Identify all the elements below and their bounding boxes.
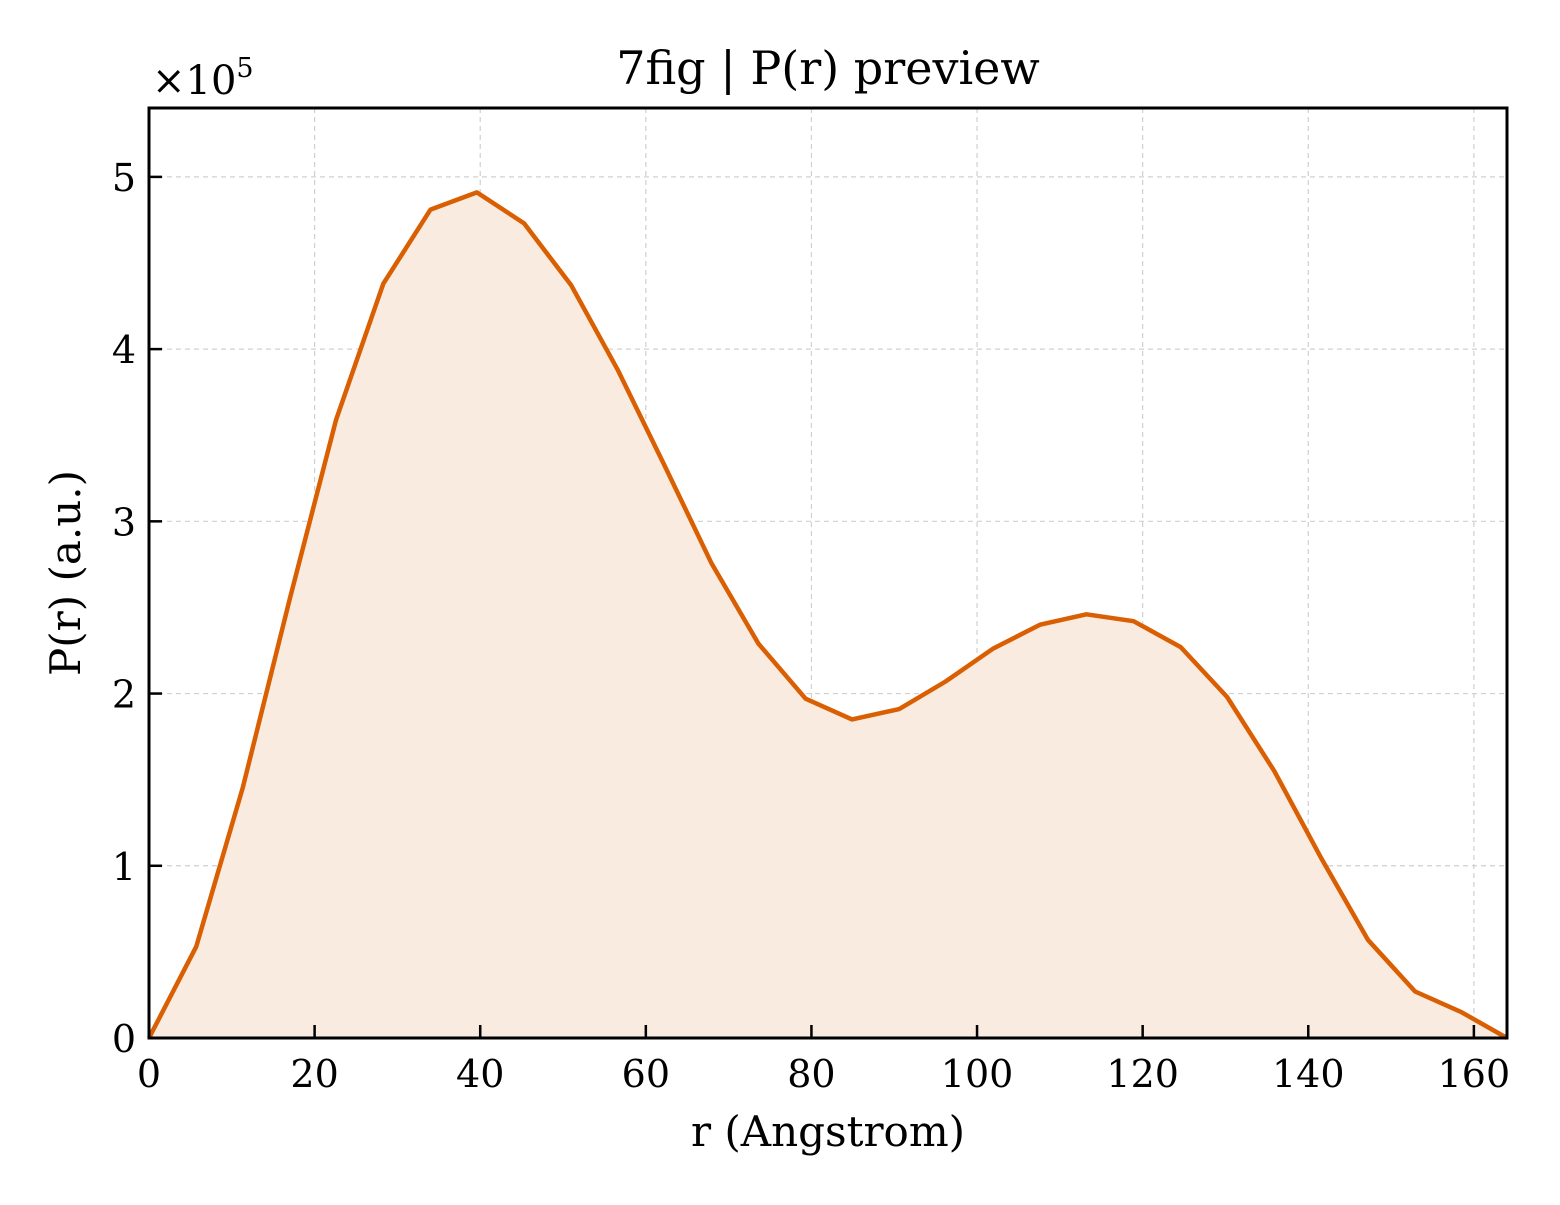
tick-layer: 0 20 40 60 80 100 120 140 160 0 1 2 3 4 5: [112, 156, 1510, 1096]
y-tick-label: 2: [112, 673, 136, 717]
x-tick-label: 60: [622, 1052, 670, 1096]
y-axis-multiplier: ×105: [152, 53, 254, 104]
x-tick-label: 140: [1272, 1052, 1345, 1096]
plot-frame: [147, 106, 1509, 1040]
y-tick-label: 1: [112, 845, 136, 889]
chart-title: 7fig | P(r) preview: [616, 41, 1040, 95]
x-tick-label: 40: [456, 1052, 504, 1096]
x-tick-label: 0: [137, 1052, 161, 1096]
x-tick-label: 100: [941, 1052, 1014, 1096]
series-area-fill: [149, 192, 1507, 1038]
y-tick-label: 4: [112, 328, 136, 372]
y-axis-multiplier-exponent: 5: [236, 53, 253, 84]
y-tick-label: 3: [112, 500, 136, 544]
x-tick-label: 20: [290, 1052, 338, 1096]
x-tick-label: 80: [787, 1052, 835, 1096]
y-axis-multiplier-base: ×10: [152, 58, 236, 104]
x-tick-label: 120: [1106, 1052, 1179, 1096]
series-line: [147, 190, 1509, 1040]
x-axis-label: r (Angstrom): [691, 1107, 965, 1156]
x-tick-label: 160: [1438, 1052, 1511, 1096]
y-axis-label: P(r) (a.u.): [41, 470, 90, 676]
y-tick-label: 5: [112, 156, 136, 200]
y-tick-label: 0: [112, 1017, 136, 1061]
